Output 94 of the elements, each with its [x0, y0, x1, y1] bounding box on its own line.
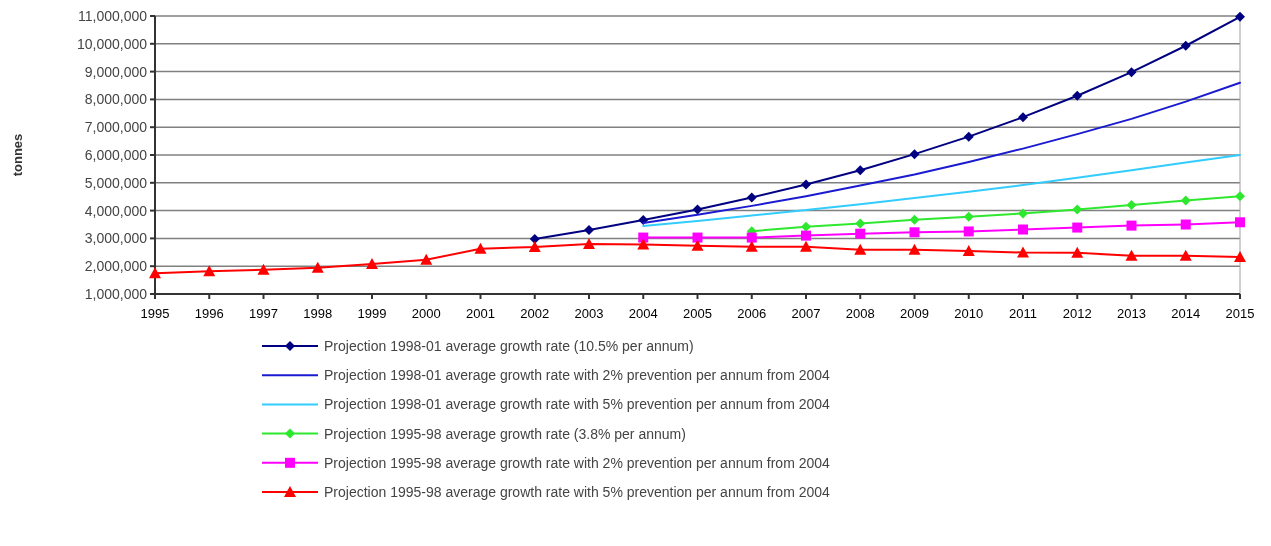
- point: [854, 243, 867, 255]
- y-tick-label: 5,000,000: [84, 174, 148, 191]
- point: [1179, 249, 1192, 261]
- point: [963, 211, 974, 222]
- point: [909, 214, 920, 225]
- point: [1072, 90, 1083, 101]
- point: [800, 240, 812, 252]
- point: [1126, 67, 1137, 78]
- point: [1180, 219, 1191, 230]
- y-tick-label: 7,000,000: [84, 119, 148, 136]
- x-tick-label: 2002: [520, 306, 550, 321]
- y-tick-label: 4,000,000: [84, 202, 148, 219]
- legend-label: Projection 1995-98 average growth rate with 5% prevention per annum from 2004: [324, 483, 831, 500]
- point: [1018, 112, 1028, 123]
- y-tick-label: 8,000,000: [84, 91, 148, 108]
- x-tick-label: 1999: [357, 306, 387, 321]
- x-tick-label: 2008: [845, 306, 875, 321]
- x-tick-label: 2010: [954, 306, 984, 321]
- x-tick-label: 2009: [900, 306, 929, 321]
- point: [149, 267, 161, 279]
- x-tick-label: 1998: [303, 306, 333, 321]
- point: [909, 149, 920, 160]
- legend-label: Projection 1995-98 average growth rate with 2% prevention per annum from 2004: [324, 454, 831, 471]
- y-axis-title: tonnes: [10, 133, 25, 177]
- x-tick-label: 2000: [411, 306, 441, 321]
- point: [745, 240, 758, 252]
- x-tick-label: 2007: [791, 306, 821, 321]
- point: [1235, 191, 1245, 202]
- point: [692, 204, 703, 215]
- point: [1071, 246, 1084, 258]
- y-tick-label: 6,000,000: [84, 146, 148, 163]
- point: [637, 238, 650, 250]
- point: [855, 218, 866, 229]
- x-tick-label: 1995: [140, 306, 170, 321]
- x-tick-label: 2011: [1009, 306, 1037, 321]
- point: [908, 243, 921, 255]
- point: [1018, 224, 1028, 235]
- point: [909, 227, 920, 238]
- point: [1017, 246, 1029, 258]
- point: [1180, 40, 1191, 51]
- point: [584, 225, 594, 236]
- point: [1072, 204, 1083, 215]
- y-tick-label: 10,000,000: [76, 35, 148, 52]
- point: [962, 244, 975, 256]
- point: [1125, 249, 1138, 261]
- point: [1235, 217, 1245, 228]
- y-tick-label: 2,000,000: [84, 258, 148, 275]
- point: [1126, 200, 1137, 211]
- point: [801, 179, 811, 190]
- x-tick-label: 2012: [1062, 306, 1092, 321]
- x-tick-label: 1996: [194, 306, 224, 321]
- point: [638, 232, 649, 243]
- legend-label: Projection 1998-01 average growth rate (10.5% per annum): [324, 337, 694, 354]
- x-tick-label: 2014: [1171, 306, 1201, 321]
- legend-label: Projection 1995-98 average growth rate (3.8% per annum): [324, 425, 686, 442]
- point: [257, 263, 270, 275]
- y-tick-label: 9,000,000: [84, 63, 148, 80]
- point: [366, 257, 378, 269]
- y-tick-label: 1,000,000: [84, 285, 148, 302]
- y-tick-label: 11,000,000: [77, 7, 148, 24]
- x-tick-label: 2013: [1117, 306, 1146, 321]
- point: [528, 241, 541, 253]
- point: [855, 228, 866, 239]
- legend-label: Projection 1998-01 average growth rate with 2% prevention per annum from 2004: [324, 367, 831, 384]
- x-tick-label: 2005: [683, 306, 712, 321]
- point: [1180, 195, 1191, 206]
- point: [692, 232, 703, 243]
- point: [1018, 208, 1028, 219]
- point: [855, 165, 866, 176]
- point: [529, 233, 540, 244]
- point: [1072, 222, 1083, 233]
- point: [1235, 11, 1245, 22]
- point: [801, 221, 811, 232]
- point: [746, 232, 757, 243]
- point: [474, 242, 487, 254]
- point: [311, 261, 324, 273]
- legend-label: Projection 1998-01 average growth rate with 5% prevention per annum from 2004: [324, 396, 831, 413]
- point: [203, 265, 216, 277]
- point: [746, 192, 757, 203]
- point: [801, 230, 811, 241]
- point: [963, 226, 974, 237]
- x-tick-label: 2006: [737, 306, 767, 321]
- x-tick-label: 1997: [249, 306, 278, 321]
- point: [691, 239, 704, 251]
- y-tick-label: 3,000,000: [84, 230, 148, 247]
- point: [1234, 251, 1246, 263]
- point: [1126, 220, 1137, 231]
- point: [963, 131, 974, 142]
- x-tick-label: 2001: [466, 306, 495, 321]
- x-tick-label: 2003: [574, 306, 604, 321]
- x-tick-label: 2015: [1225, 306, 1255, 321]
- x-tick-label: 2004: [628, 306, 658, 321]
- point: [583, 237, 595, 249]
- point: [420, 253, 433, 265]
